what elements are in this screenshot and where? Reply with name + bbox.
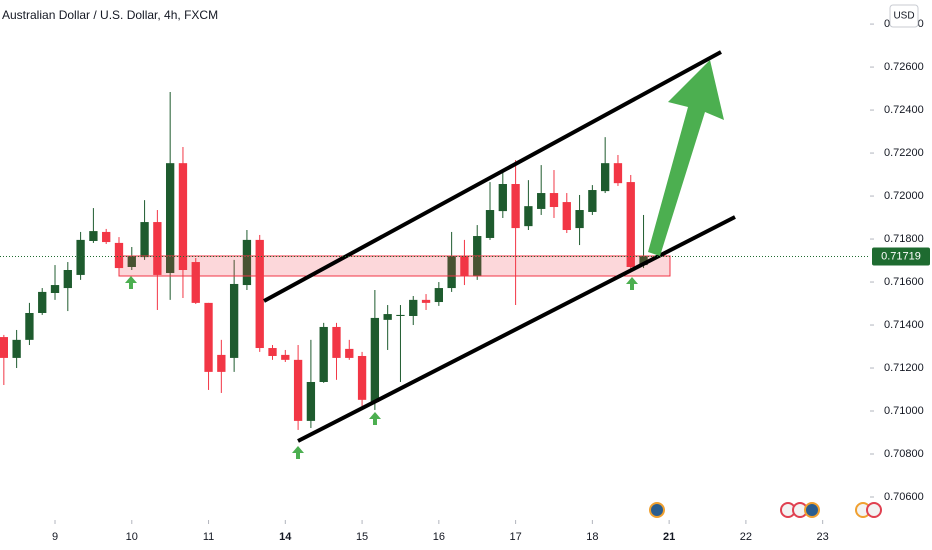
candle-body [447,256,456,289]
candle-body [25,312,34,340]
target-arrow [648,60,724,256]
pivot-arrow [292,446,304,459]
candle-body [511,184,520,229]
y-tick-label: 0.71200 [884,362,924,374]
y-tick-label: 0.71000 [884,405,924,417]
candle-body [229,283,239,358]
candle-body [76,239,85,275]
candle-body [114,242,124,269]
candle-body [204,302,213,372]
x-tick-label: 10 [126,531,138,543]
x-tick-label: 23 [817,531,829,543]
candle-body [396,314,405,316]
y-tick-label: 0.72600 [884,61,924,73]
x-tick-label: 15 [356,531,368,543]
x-tick-label: 21 [663,531,675,543]
candle-body [575,210,584,229]
candle-body [357,355,367,400]
last-price-label: 0.71719 [881,250,921,262]
y-tick-label: 0.71600 [884,276,924,288]
y-tick-label: 0.70600 [884,491,924,503]
candle-body [409,299,418,316]
candle-body [549,193,559,208]
x-tick-label: 16 [433,531,445,543]
candle-body [537,193,546,209]
pivot-arrow [369,412,381,425]
y-tick-label: 0.70800 [884,448,924,460]
candle-body [626,182,635,267]
candle-body [588,190,597,212]
pivot-arrow [125,276,137,289]
symbol-title: Australian Dollar / U.S. Dollar, 4h, FXC… [2,8,218,22]
candle-body [293,359,303,421]
candle-body [383,314,392,320]
candle-body [613,163,623,184]
candle-body [434,288,443,303]
y-tick-label: 0.72200 [884,147,924,159]
candle-body [562,202,571,231]
candle-body [460,256,469,277]
candle-body [140,222,149,258]
x-tick-label: 22 [740,531,752,543]
x-tick-label: 17 [509,531,521,543]
candle-body [217,354,226,372]
candle-body [485,210,495,238]
candle-body [421,299,431,303]
candles [0,92,648,430]
candle-body [191,262,200,303]
candle-body [332,326,341,358]
x-tick-label: 18 [586,531,598,543]
currency-label: USD [893,11,914,22]
candle-body [601,163,610,192]
event-icon[interactable] [866,502,882,518]
candle-body [370,317,380,402]
candle-body [639,256,648,266]
candle-body [319,326,328,382]
candle-body [50,285,60,293]
candle-body [242,239,252,286]
candle-body [63,269,72,289]
candle-body [166,163,175,274]
candle-body [345,348,354,358]
candle-body [38,291,47,313]
candle-body [306,381,316,421]
support-zone [118,255,671,277]
event-icon[interactable] [804,502,820,518]
candle-body [268,348,277,356]
candle-body [89,231,98,241]
candle-body [0,337,8,358]
candle-body [498,184,507,212]
pivot-arrows [125,276,638,459]
candle-body [524,206,533,227]
axes: 0.70600 0.70800 0.71000 0.71200 0.71400 0.716… [0,18,930,543]
candle-body [12,339,21,358]
candle-body [102,231,111,243]
x-tick-label: 9 [52,531,58,543]
candle-body [127,256,136,267]
pivot-arrow [626,277,638,290]
y-tick-label: 0.72400 [884,104,924,116]
channel-lower [297,215,736,443]
candle-body [255,239,264,349]
event-icon[interactable] [649,502,665,518]
y-tick-label: 0.71400 [884,319,924,331]
candle-body [281,354,290,360]
candle-body [153,222,162,275]
y-tick-label: 0.71800 [884,233,924,245]
channel-upper [263,50,722,303]
event-icons [649,502,882,518]
x-tick-label: 11 [203,531,214,543]
x-tick-label: 14 [279,531,292,543]
last-price-box [872,247,930,266]
y-tick-label: 0.72000 [884,190,924,202]
candle-body [178,163,188,270]
currency-box[interactable] [889,4,919,28]
